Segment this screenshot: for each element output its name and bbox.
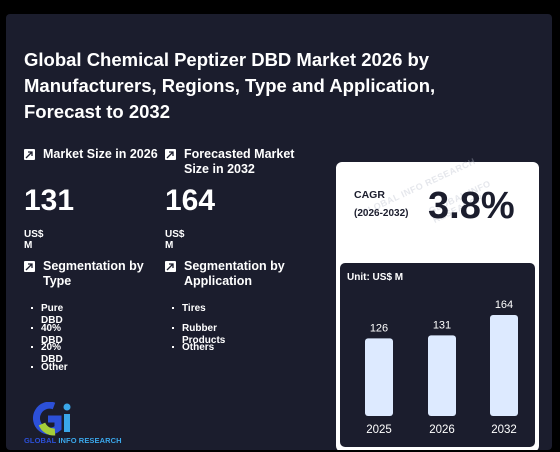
x-tick-label: 2026 [429, 424, 455, 436]
application-list: Tires Rubber Products Others [172, 303, 225, 362]
bar-value-label: 131 [433, 319, 451, 331]
logo-mark-icon [33, 401, 71, 436]
chart-unit-label: Unit: US$ M [347, 272, 404, 283]
bar-chart: Unit: US$ M 126 2025 131 2026 164 2032 [340, 263, 535, 447]
x-tick-label: 2032 [491, 424, 517, 436]
list-item: 40% DBD [31, 323, 68, 346]
trend-arrow-icon [24, 149, 35, 160]
logo: GLOBAL INFO RESEARCH [24, 401, 154, 450]
bar-2032 [490, 315, 518, 416]
cagr-label: CAGR [354, 189, 385, 201]
cagr-period: (2026-2032) [354, 208, 409, 219]
list-item: 20% DBD [31, 342, 68, 365]
logo-text: GLOBAL INFO RESEARCH [24, 436, 122, 445]
report-card: Global Chemical Peptizer DBD Market 2026… [6, 14, 552, 450]
trend-arrow-icon [165, 261, 176, 272]
x-tick-label: 2025 [366, 424, 392, 436]
market-size-value: 131 [24, 184, 75, 217]
bar-value-label: 164 [495, 299, 513, 311]
bar-chart-svg: 126 2025 131 2026 164 2032 [365, 299, 518, 436]
list-item: Others [172, 342, 225, 362]
forecast-unit: US$ M [165, 229, 185, 251]
list-item: Rubber Products [172, 323, 225, 346]
trend-arrow-icon [165, 149, 176, 160]
report-title: Global Chemical Peptizer DBD Market 2026… [24, 49, 436, 122]
forecast-value: 164 [165, 184, 216, 217]
bar-2025 [365, 338, 393, 416]
cagr-panel: GLOBAL INFO RESEARCH GLOBAL INFO RESEARC… [336, 156, 539, 450]
list-item: Other [31, 362, 68, 382]
bar-value-label: 126 [370, 322, 388, 334]
cagr-value: 3.8% [428, 185, 515, 227]
segmentation-type-label: Segmentation by Type [43, 259, 144, 288]
list-item: Tires [172, 303, 225, 323]
forecast-label: Forecasted Market Size in 2032 [184, 147, 295, 176]
trend-arrow-icon [24, 261, 35, 272]
segmentation-application-label: Segmentation by Application [184, 259, 285, 288]
market-size-label: Market Size in 2026 [43, 147, 158, 161]
list-item: Pure DBD [31, 303, 68, 326]
type-list: Pure DBD 40% DBD 20% DBD Other [31, 303, 68, 381]
market-size-unit: US$ M [24, 229, 44, 251]
bar-2026 [428, 335, 456, 416]
